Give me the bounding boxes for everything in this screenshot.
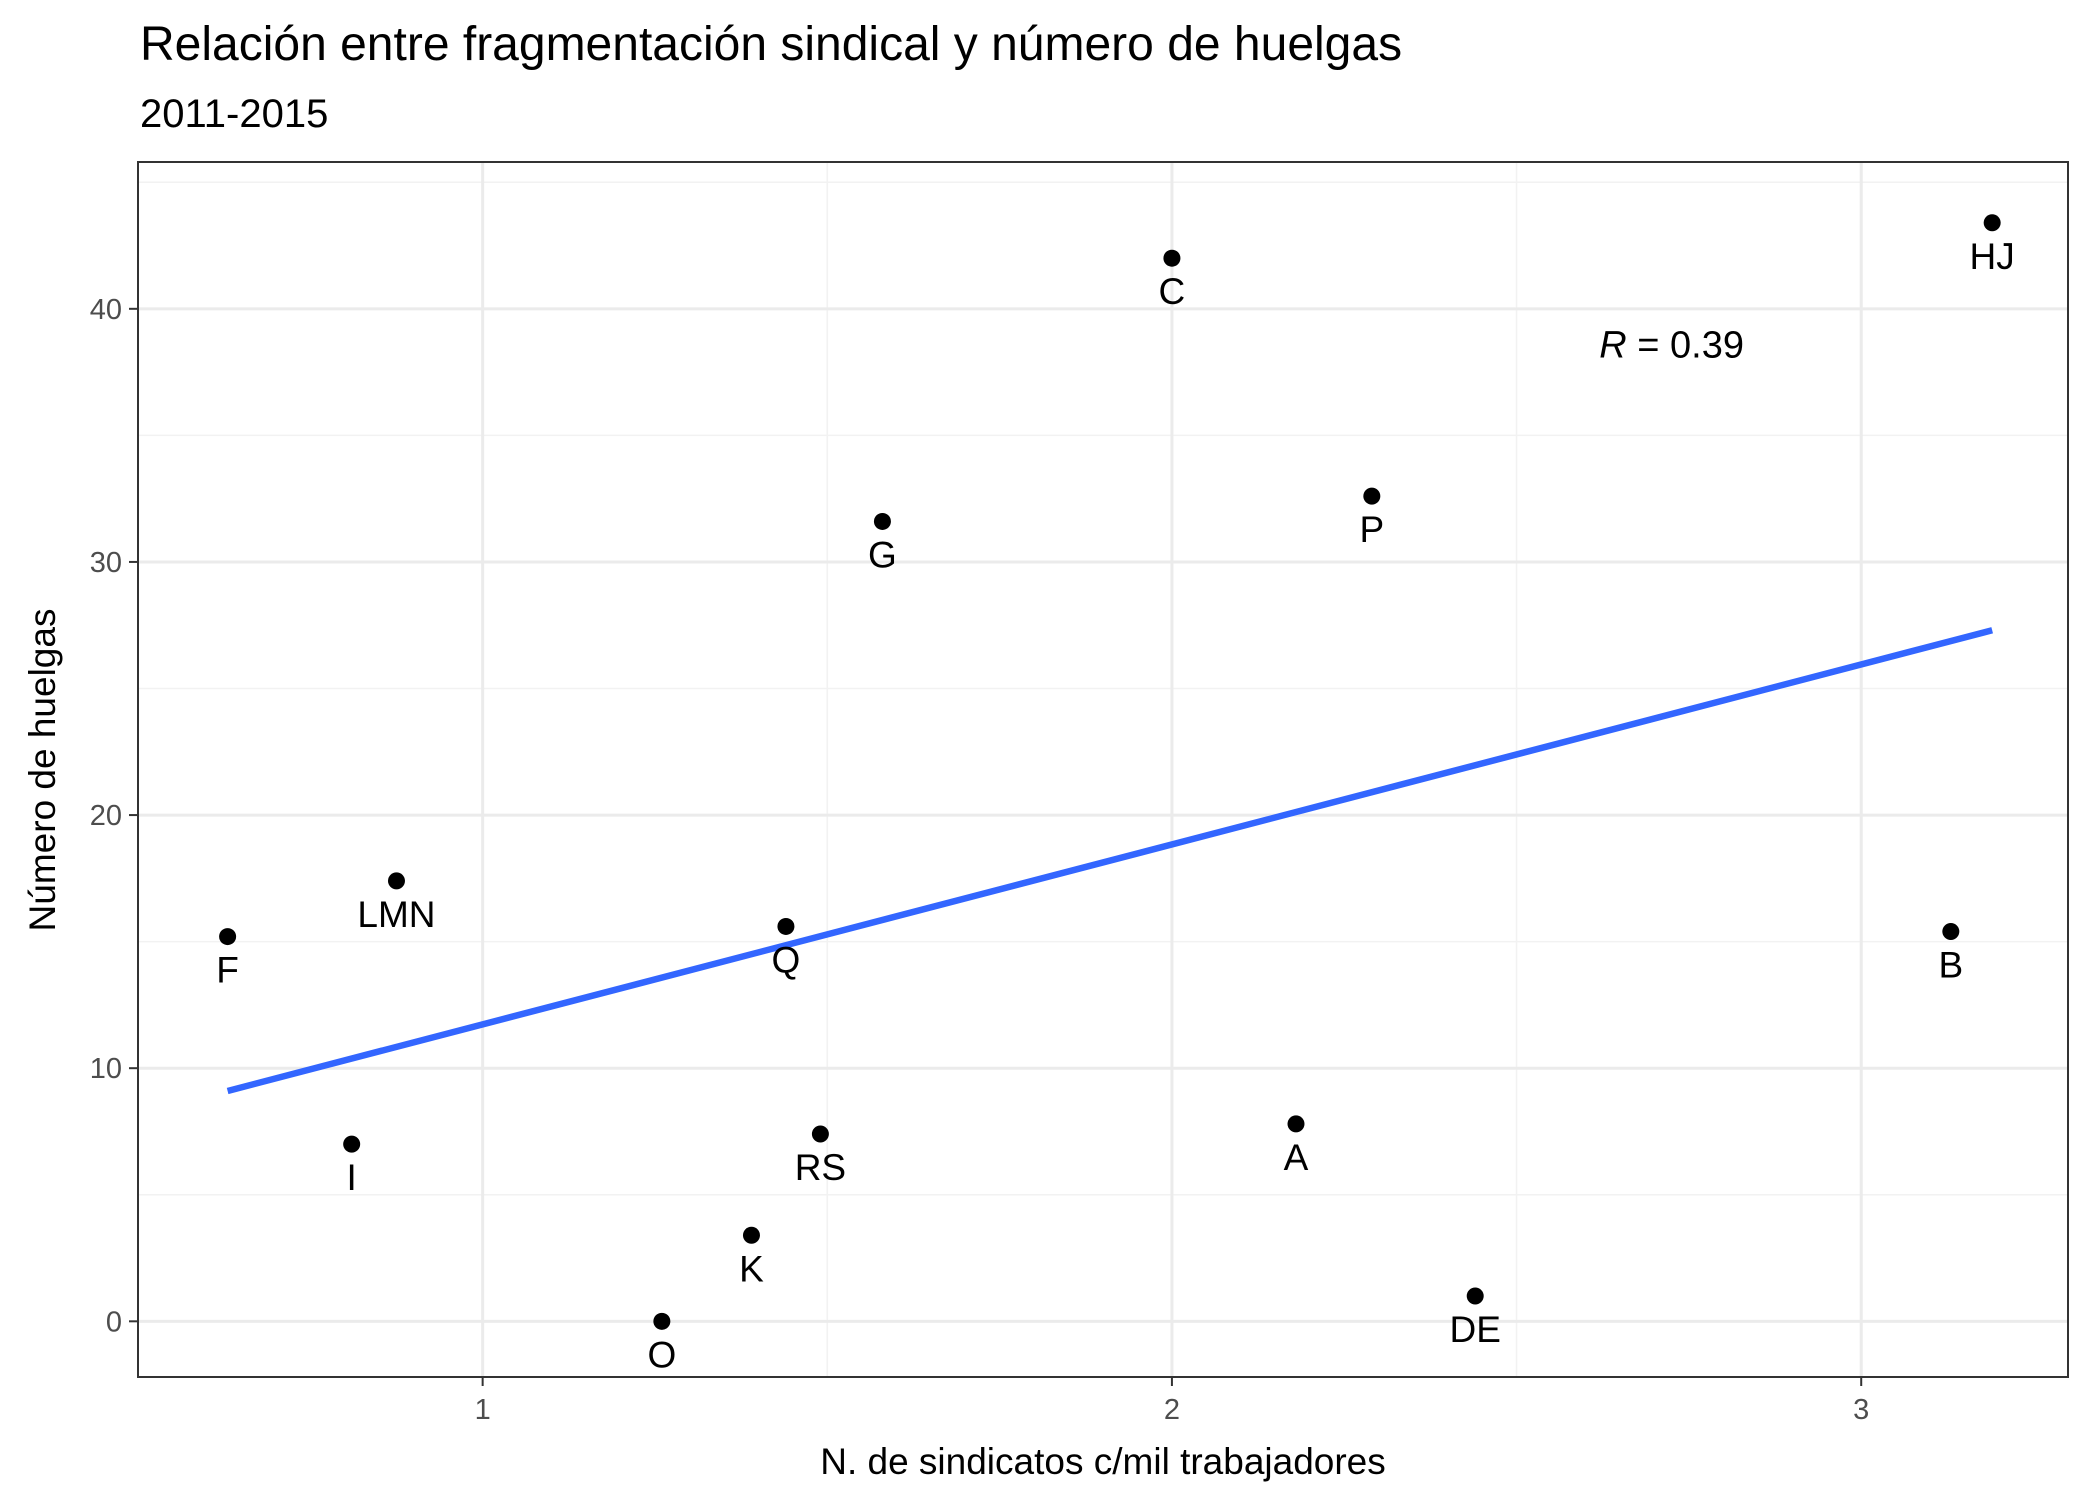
x-axis: 1 2 3 bbox=[475, 1377, 1869, 1426]
point-labels-layer: A B C DE F G HJ I K LMN O P Q RS bbox=[216, 236, 2014, 1376]
data-point-q bbox=[777, 917, 795, 935]
data-point-de bbox=[1466, 1287, 1484, 1305]
grid-minor bbox=[138, 162, 2068, 1377]
x-tick-label: 1 bbox=[475, 1394, 491, 1426]
point-label-i: I bbox=[347, 1157, 357, 1198]
trend-line bbox=[226, 627, 1993, 1095]
y-tick-label: 40 bbox=[90, 294, 122, 326]
data-point-a bbox=[1287, 1115, 1305, 1133]
point-label-de: DE bbox=[1450, 1309, 1501, 1350]
data-point-k bbox=[742, 1226, 760, 1244]
trend-layer bbox=[226, 627, 1993, 1095]
x-axis-title: N. de sindicatos c/mil trabajadores bbox=[820, 1441, 1386, 1482]
x-tick-label: 2 bbox=[1164, 1394, 1180, 1426]
point-label-p: P bbox=[1359, 509, 1384, 550]
data-point-o bbox=[653, 1312, 671, 1330]
grid-major bbox=[138, 162, 2068, 1377]
data-point-p bbox=[1363, 487, 1381, 505]
point-label-q: Q bbox=[772, 939, 801, 980]
y-tick-label: 20 bbox=[90, 800, 122, 832]
points-layer bbox=[219, 214, 2001, 1330]
data-point-b bbox=[1942, 923, 1960, 940]
point-label-o: O bbox=[647, 1334, 676, 1375]
point-label-a: A bbox=[1284, 1137, 1309, 1178]
point-label-lmn: LMN bbox=[357, 894, 435, 935]
data-point-f bbox=[219, 928, 237, 946]
r-symbol: R bbox=[1599, 324, 1626, 366]
point-label-rs: RS bbox=[795, 1147, 846, 1188]
y-tick-label: 30 bbox=[90, 547, 122, 579]
data-point-hj bbox=[1983, 214, 2001, 232]
plot-panel bbox=[138, 162, 2068, 1377]
data-point-rs bbox=[811, 1125, 829, 1143]
chart-subtitle: 2011-2015 bbox=[140, 92, 328, 136]
point-label-b: B bbox=[1938, 945, 1963, 986]
y-tick-label: 10 bbox=[90, 1053, 122, 1085]
y-tick-label: 0 bbox=[106, 1306, 122, 1338]
point-label-hj: HJ bbox=[1970, 236, 2015, 277]
data-point-c bbox=[1163, 249, 1181, 267]
y-axis-title: Número de huelgas bbox=[22, 609, 63, 932]
correlation-annotation: R = 0.39 bbox=[1599, 324, 1744, 366]
x-tick-label: 3 bbox=[1853, 1394, 1869, 1426]
point-label-k: K bbox=[739, 1248, 764, 1289]
chart-title: Relación entre fragmentación sindical y … bbox=[140, 18, 1402, 71]
data-point-lmn bbox=[387, 872, 405, 890]
data-point-i bbox=[343, 1135, 361, 1153]
plot-border bbox=[137, 161, 2069, 1378]
point-label-g: G bbox=[868, 534, 897, 575]
point-label-c: C bbox=[1159, 271, 1186, 312]
point-label-f: F bbox=[216, 950, 239, 991]
r-value: = 0.39 bbox=[1627, 324, 1744, 366]
y-axis: 0 10 20 30 40 bbox=[90, 294, 138, 1338]
data-point-g bbox=[873, 512, 891, 530]
